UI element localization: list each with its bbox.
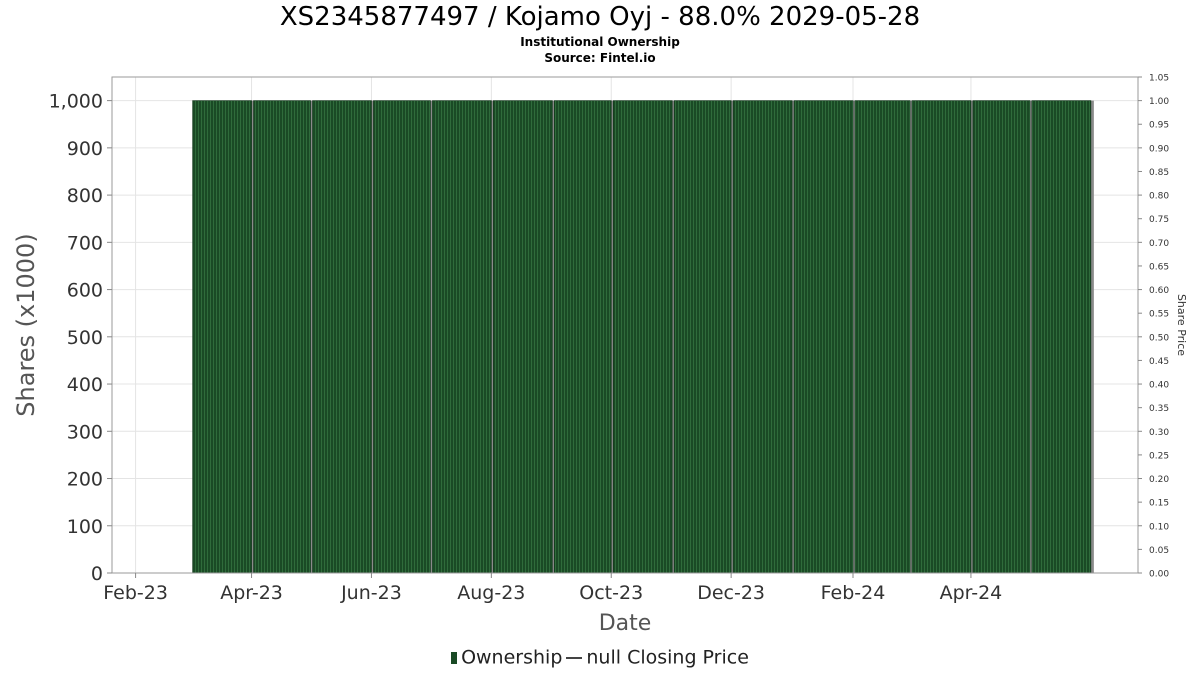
y2-tick-label: 1.00 (1149, 97, 1169, 107)
y-tick-label: 0 (91, 563, 103, 585)
y2-tick-label: 0.50 (1149, 333, 1169, 343)
chart-source: Source: Fintel.io (544, 51, 656, 65)
y-axis-left: 0 100 200 300 400 500 600 700 800 900 1,000 (49, 91, 112, 585)
bar-ownership (972, 100, 1031, 574)
y2-tick-label: 0.95 (1149, 121, 1169, 131)
y-axis-label: Shares (x1000) (12, 233, 40, 416)
x-tick-label: Jun-23 (340, 582, 402, 604)
y-tick-label: 500 (67, 327, 103, 349)
y-tick-label: 200 (67, 469, 103, 491)
y2-tick-label: 0.60 (1149, 286, 1169, 296)
legend-ownership-label: Ownership (461, 646, 563, 669)
legend: Ownership null Closing Price (0, 646, 1200, 669)
y-tick-label: 800 (67, 185, 103, 207)
y2-tick-label: 0.05 (1149, 546, 1169, 556)
bar-ownership (312, 100, 372, 574)
y2-tick-label: 0.40 (1149, 381, 1169, 391)
chart-title: XS2345877497 / Kojamo Oyj - 88.0% 2029-0… (279, 2, 921, 32)
bar-ownership (553, 100, 612, 574)
y2-axis-label: Share Price (1175, 294, 1188, 356)
bar-ownership (192, 100, 252, 574)
legend-price-line (566, 656, 583, 659)
bar-ownership (432, 100, 492, 574)
bar-ownership (911, 100, 972, 574)
y-tick-label: 600 (67, 280, 103, 302)
y-axis-right: 0.00 0.05 0.10 0.15 0.20 0.25 0.30 0.35 0.40 0.45… (1138, 74, 1169, 580)
bars-layer (192, 100, 1094, 574)
y2-tick-label: 1.05 (1149, 74, 1169, 84)
x-axis-label: Date (599, 611, 652, 636)
y2-tick-label: 0.20 (1149, 475, 1169, 485)
bar-ownership (673, 100, 732, 574)
bar-ownership (793, 100, 854, 574)
y2-tick-label: 0.30 (1149, 428, 1169, 438)
x-tick-label: Dec-23 (697, 582, 765, 604)
legend-ownership-swatch (451, 651, 458, 664)
y2-tick-label: 0.00 (1149, 570, 1169, 580)
bar-ownership (854, 100, 911, 574)
y2-tick-label: 0.70 (1149, 239, 1169, 249)
y2-tick-label: 0.85 (1149, 168, 1169, 178)
y2-tick-label: 0.65 (1149, 262, 1169, 272)
y2-tick-label: 0.35 (1149, 404, 1169, 414)
y-tick-label: 400 (67, 374, 103, 396)
bar-ownership (373, 100, 431, 574)
y2-tick-label: 0.15 (1149, 499, 1169, 509)
bar-ownership (732, 100, 793, 574)
y2-tick-label: 0.90 (1149, 144, 1169, 154)
chart-subtitle: Institutional Ownership (520, 35, 680, 49)
y-tick-label: 100 (67, 516, 103, 538)
bar-ownership (253, 100, 311, 574)
x-tick-label: Feb-23 (103, 582, 168, 604)
y-tick-label: 900 (67, 138, 103, 160)
y-tick-label: 1,000 (49, 91, 103, 113)
x-tick-label: Feb-24 (821, 582, 886, 604)
plot-frame (111, 76, 1139, 574)
bar-ownership (612, 100, 673, 574)
y2-tick-label: 0.55 (1149, 310, 1169, 320)
x-tick-label: Oct-23 (579, 582, 643, 604)
legend-price-label: null Closing Price (586, 646, 749, 669)
x-tick-label: Aug-23 (457, 582, 525, 604)
y-tick-label: 300 (67, 421, 103, 443)
y-tick-label: 700 (67, 232, 103, 254)
y2-tick-label: 0.25 (1149, 451, 1169, 461)
bar-ownership (1031, 100, 1092, 574)
x-tick-label: Apr-24 (940, 582, 1003, 604)
y2-tick-label: 0.45 (1149, 357, 1169, 367)
y2-tick-label: 0.75 (1149, 215, 1169, 225)
x-axis: Feb-23 Apr-23 Jun-23 Aug-23 Oct-23 Dec-23 Feb-… (103, 573, 1002, 604)
y2-tick-label: 0.80 (1149, 192, 1169, 202)
x-tick-label: Apr-23 (220, 582, 283, 604)
bar-ownership (493, 100, 553, 574)
y2-tick-label: 0.10 (1149, 522, 1169, 532)
